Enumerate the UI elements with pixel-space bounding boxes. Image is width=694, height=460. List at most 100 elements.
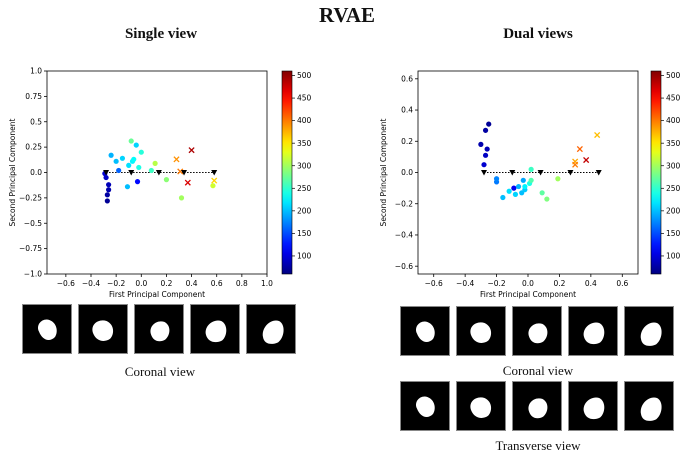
colorbar-tick-label: 450 [297,94,312,103]
scatter-point [528,177,534,183]
coronal-mask-thumbnail [456,306,506,356]
left-panel-subtitle: Single view [124,26,198,42]
x-tick-label: 0.8 [236,279,248,288]
right-transverse-thumbnails [400,381,674,431]
scatter-point [178,195,185,201]
colorbar-tick-label: 150 [666,229,681,238]
transverse-mask-thumbnail [568,381,618,431]
x-axis-label: First Principal Component [480,290,576,299]
dual-views-scatter-chart: −0.6 −0.4 −0.2 0.0 0.2 0.4 0.6 −0.6 −0.4 −0.2 0.0 0… [379,70,681,299]
colorbar-tick-label: 400 [666,116,681,125]
scatter-point [126,162,132,168]
x-tick-label: 1.0 [261,279,273,288]
scatter-point [152,160,158,166]
scatter-point [103,174,109,181]
colorbar-tick-label: 450 [666,94,681,103]
coronal-mask-thumbnail [400,306,450,356]
y-tick-label: −0.75 [19,244,42,253]
x-tick-label: 0.6 [211,279,223,288]
scatter-point [119,155,126,161]
figure-title: RVAE [318,3,376,27]
x-tick-label: 0.4 [186,279,198,288]
scatter-point [138,149,144,155]
transverse-mask-thumbnail [624,381,674,431]
path-triangle-marker [481,170,487,176]
cross-marker [184,179,191,186]
coronal-mask-thumbnail [78,304,128,354]
cross-marker [177,168,184,175]
coronal-mask-thumbnail [134,304,184,354]
scatter-point [134,179,141,185]
colorbar [281,70,293,275]
scatter-point [544,196,550,202]
path-triangle-marker [537,170,544,176]
coronal-mask-thumbnail [22,304,72,354]
y-tick-label: 1.0 [30,67,42,76]
cross-marker [583,156,590,164]
y-tick-label: 0.6 [401,74,413,83]
left-coronal-thumbnails [22,304,296,354]
single-view-scatter-chart: −0.6 −0.4 −0.2 0.0 0.2 0.4 0.6 0.8 1.0 −1.0 −0.75 −… [8,67,312,299]
right-coronal-thumbnails [400,306,674,356]
path-triangle-marker [595,170,602,176]
y-tick-label: −0.2 [395,199,413,208]
coronal-mask-thumbnail [512,306,562,356]
scatter-point [128,138,134,144]
scatter-point [113,158,119,164]
path-triangle-marker [155,170,162,176]
coronal-mask-thumbnail [568,306,618,356]
scatter-point [116,167,122,174]
path-triangle-marker [103,170,110,176]
x-tick-label: 0.4 [585,279,597,288]
x-axis-label: First Principal Component [109,290,205,299]
colorbar-tick-label: 300 [666,161,681,170]
x-tick-label: −0.6 [425,279,443,288]
transverse-mask-thumbnail [400,381,450,431]
cross-marker [594,131,601,139]
right-coronal-caption: Coronal view [502,363,574,378]
scatter-point [511,185,517,191]
cross-marker [576,146,583,153]
scatter-point [493,176,500,182]
scatter-point [515,183,522,190]
y-tick-label: 0.0 [30,168,42,177]
x-tick-label: −0.4 [456,279,474,288]
x-tick-label: 0.6 [616,279,628,288]
path-triangle-marker [128,170,135,176]
scatter-point [478,141,484,147]
scatter-point [506,188,512,194]
y-tick-label: 0.4 [401,106,413,115]
y-tick-label: 0.75 [25,92,42,101]
scatter-point [484,146,490,152]
transverse-mask-thumbnail [456,381,506,431]
scatter-point [522,183,528,190]
scatter-point [106,187,112,193]
y-tick-label: 0.0 [401,168,413,177]
scatter-point [163,177,170,183]
colorbar-tick-label: 200 [297,206,312,215]
cross-marker [188,147,195,154]
scatter-point [482,152,489,158]
scatter-point [108,152,114,158]
path-triangle-marker [509,170,516,176]
y-axis-label: Second Principal Component [379,119,388,227]
y-tick-label: 0.2 [401,137,413,146]
path-triangle-marker [567,170,574,176]
y-tick-label: 0.25 [25,143,42,152]
scatter-point [104,198,110,204]
x-tick-label: −0.2 [487,279,505,288]
x-tick-label: 0.2 [553,279,565,288]
scatter-point [528,166,534,172]
colorbar-tick-label: 250 [297,184,312,193]
scatter-point [106,182,112,188]
scatter-point [148,167,154,174]
x-tick-label: −0.4 [82,279,100,288]
scatter-point [104,192,110,198]
scatter-point [482,127,489,133]
path-triangle-marker [181,170,188,176]
cross-marker [572,161,579,168]
scatter-point [500,194,506,201]
transverse-mask-thumbnail [512,381,562,431]
scatter-point [520,177,526,183]
x-tick-label: 0.0 [135,279,147,288]
